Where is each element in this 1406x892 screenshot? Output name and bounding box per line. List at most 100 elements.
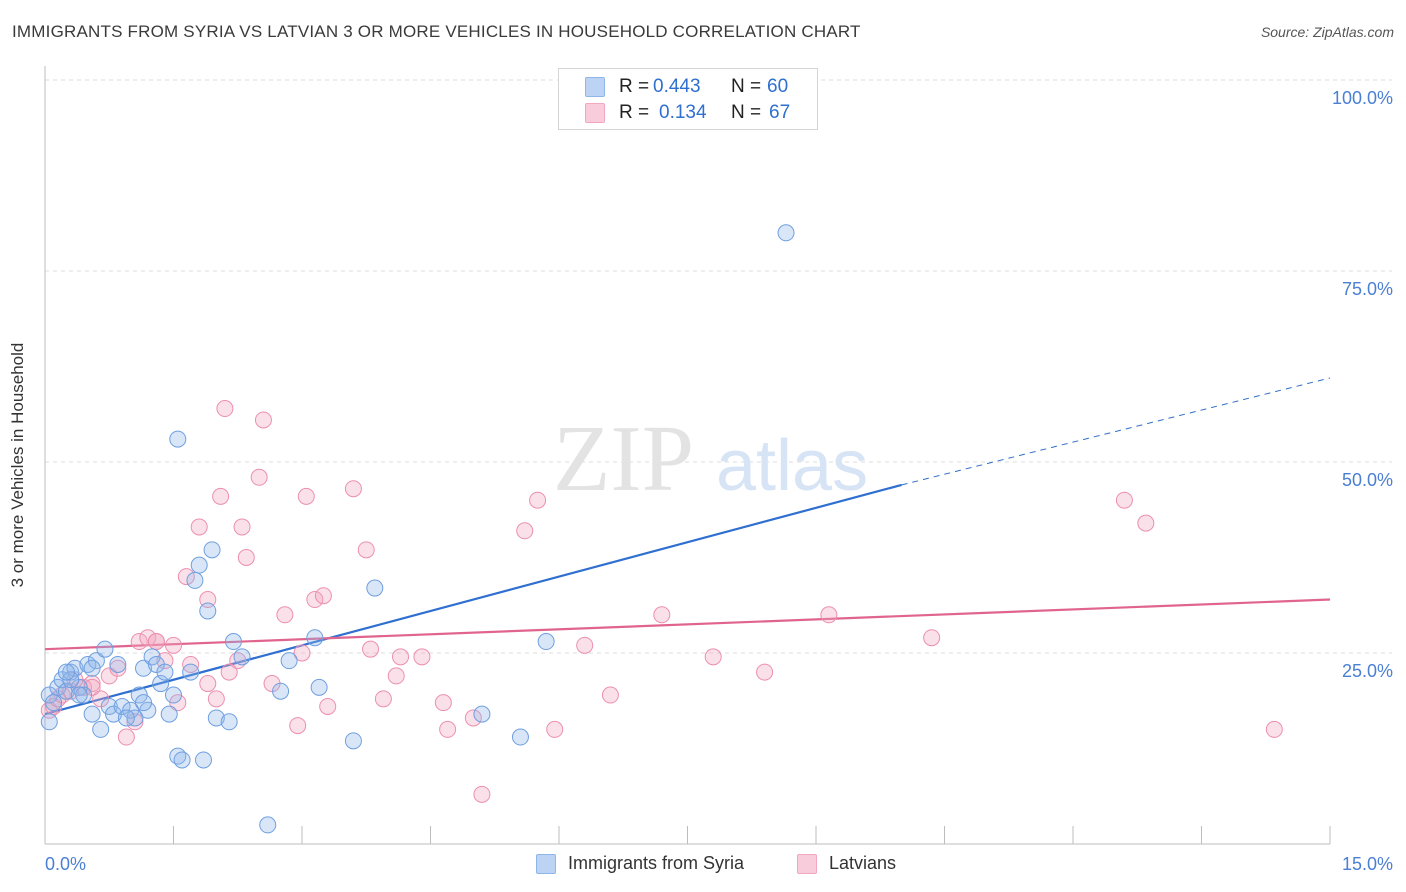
- point-latvians: [374, 690, 392, 708]
- point-latvians: [439, 720, 457, 738]
- point-latvians: [233, 518, 251, 536]
- point-latvians: [130, 633, 148, 651]
- point-syria: [45, 694, 63, 712]
- point-latvians: [529, 491, 547, 509]
- point-syria: [199, 602, 217, 620]
- point-syria: [259, 816, 277, 834]
- series-swatch-latvians: [797, 854, 817, 874]
- watermark-zip: ZIP: [553, 407, 694, 511]
- y-tick-label: 75.0%: [1342, 279, 1393, 299]
- point-syria: [160, 705, 178, 723]
- point-latvians: [216, 400, 234, 418]
- point-latvians: [344, 480, 362, 498]
- point-latvians: [276, 606, 294, 624]
- series-swatch-syria: [536, 854, 556, 874]
- point-latvians: [413, 648, 431, 666]
- axes: [44, 66, 1331, 845]
- point-latvians: [601, 686, 619, 704]
- point-syria: [109, 655, 127, 673]
- point-latvians: [473, 785, 491, 803]
- point-syria: [777, 224, 795, 242]
- point-latvians: [357, 541, 375, 559]
- point-syria: [473, 705, 491, 723]
- point-latvians: [126, 713, 144, 731]
- point-latvians: [289, 717, 307, 735]
- point-latvians: [147, 633, 165, 651]
- point-syria: [135, 694, 153, 712]
- y-tick-label: 50.0%: [1342, 470, 1393, 490]
- point-syria: [57, 663, 75, 681]
- point-syria: [537, 633, 555, 651]
- point-latvians: [820, 606, 838, 624]
- point-latvians: [83, 675, 101, 693]
- data-points: [40, 224, 1283, 834]
- point-syria: [83, 659, 101, 677]
- point-syria: [117, 709, 135, 727]
- watermark-atlas: atlas: [716, 426, 868, 506]
- point-syria: [207, 709, 225, 727]
- legend-n-value-latvians: 67: [769, 102, 791, 123]
- series-name-syria: Immigrants from Syria: [568, 853, 745, 873]
- point-latvians: [177, 568, 195, 586]
- point-latvians: [190, 518, 208, 536]
- y-tick-label: 100.0%: [1332, 88, 1393, 108]
- point-latvians: [576, 636, 594, 654]
- correlation-legend: R = 0.443 N = 60 R = 0.134 N = 67: [558, 68, 818, 130]
- point-latvians: [254, 411, 272, 429]
- point-syria: [40, 713, 58, 731]
- point-syria: [306, 629, 324, 647]
- point-latvians: [199, 675, 217, 693]
- legend-r-label: R =: [619, 76, 650, 97]
- point-syria: [135, 659, 153, 677]
- point-syria: [173, 751, 191, 769]
- legend-r-value-latvians: 0.134: [659, 102, 707, 123]
- point-syria: [152, 675, 170, 693]
- point-latvians: [165, 636, 182, 654]
- point-syria: [75, 686, 93, 704]
- legend-n-value-syria: 60: [767, 76, 789, 97]
- point-syria: [182, 663, 200, 681]
- point-syria: [169, 430, 187, 448]
- point-syria: [224, 633, 242, 651]
- point-latvians: [306, 591, 324, 609]
- chart-title: IMMIGRANTS FROM SYRIA VS LATVIAN 3 OR MO…: [12, 22, 861, 41]
- point-latvians: [387, 667, 405, 685]
- point-syria: [511, 728, 529, 746]
- chart-source: Source: ZipAtlas.com: [1260, 24, 1394, 40]
- gridlines: [45, 79, 1392, 654]
- point-latvians: [139, 629, 157, 647]
- point-latvians: [546, 720, 564, 738]
- point-latvians: [117, 728, 135, 746]
- trend-line-syria-extension: [901, 377, 1331, 486]
- watermark: ZIP atlas: [553, 407, 868, 511]
- trend-lines: [44, 377, 1331, 716]
- point-latvians: [212, 487, 230, 505]
- point-syria: [57, 682, 75, 700]
- point-syria: [233, 648, 251, 666]
- trend-line-latvians: [44, 598, 1331, 651]
- point-latvians: [653, 606, 671, 624]
- point-syria: [310, 678, 328, 696]
- point-syria: [203, 541, 221, 559]
- y-axis-label: 3 or more Vehicles in Household: [8, 342, 27, 588]
- point-syria: [272, 682, 290, 700]
- point-syria: [113, 697, 131, 715]
- point-syria: [190, 556, 208, 574]
- legend-n-label: N =: [731, 76, 762, 97]
- point-latvians: [293, 644, 311, 662]
- legend-r-label: R =: [619, 102, 650, 123]
- point-latvians: [434, 694, 452, 712]
- point-syria: [96, 640, 114, 658]
- point-syria: [156, 663, 174, 681]
- point-latvians: [392, 648, 410, 666]
- point-latvians: [1265, 720, 1283, 738]
- y-tick-label: 25.0%: [1342, 661, 1393, 681]
- point-syria: [220, 713, 238, 731]
- point-latvians: [1137, 514, 1155, 532]
- legend-n-label: N =: [731, 102, 762, 123]
- point-latvians: [207, 690, 225, 708]
- point-latvians: [109, 659, 127, 677]
- series-name-latvians: Latvians: [829, 853, 897, 873]
- x-tick-label-max: 15.0%: [1342, 854, 1393, 874]
- point-syria: [66, 659, 84, 677]
